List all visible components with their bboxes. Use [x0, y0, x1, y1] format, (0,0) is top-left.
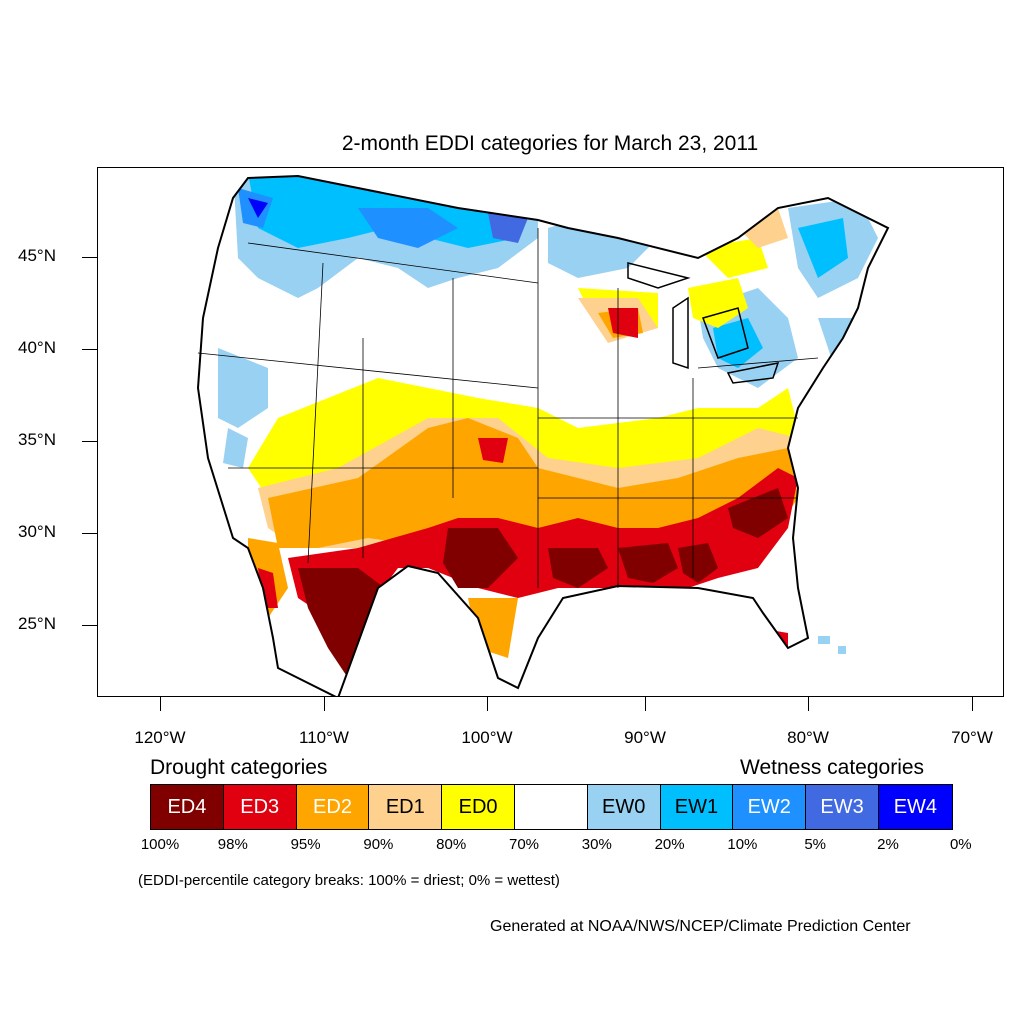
- percentile-label: 100%: [140, 836, 180, 853]
- lon-tick-70: [972, 697, 973, 711]
- legend-swatch-normal: [514, 785, 588, 829]
- percentile-label: 30%: [581, 836, 612, 853]
- lon-label-80: 80°W: [787, 728, 829, 747]
- percentile-label: 20%: [654, 836, 685, 853]
- lat-tick-45: [82, 257, 97, 258]
- lon-tick-80: [808, 697, 809, 711]
- legend-swatch-ed1: ED1: [369, 785, 443, 829]
- lon-tick-100: [487, 697, 488, 711]
- percentile-label: 0%: [949, 836, 972, 853]
- legend-swatch-ew4: EW4: [878, 785, 952, 829]
- legend-swatch-ew3: EW3: [806, 785, 879, 829]
- lat-label-25: 25°N: [18, 614, 56, 633]
- percentile-label: 95%: [290, 836, 321, 853]
- lon-tick-120: [160, 697, 161, 711]
- lon-label-90: 90°W: [624, 728, 666, 747]
- percentile-label: 2%: [877, 836, 899, 853]
- lat-label-45: 45°N: [18, 246, 56, 265]
- percentile-label: 10%: [727, 836, 758, 853]
- percentile-label: 90%: [363, 836, 394, 853]
- lon-tick-90: [645, 697, 646, 711]
- legend-swatch-ew0: EW0: [587, 785, 661, 829]
- legend-swatch-ew1: EW1: [660, 785, 734, 829]
- lon-tick-110: [324, 697, 325, 711]
- island-wet-patches: [818, 636, 846, 654]
- color-legend: ED4 ED3 ED2 ED1 ED0 EW0 EW1 EW2 EW3 EW4: [150, 784, 953, 830]
- map-title: 2-month EDDI categories for March 23, 20…: [341, 132, 759, 155]
- lon-label-120: 120°W: [134, 728, 186, 747]
- lat-tick-35: [82, 441, 97, 442]
- legend-swatch-ed3: ED3: [223, 785, 297, 829]
- percentile-label: 5%: [804, 836, 827, 853]
- lat-label-30: 30°N: [18, 522, 56, 541]
- lon-label-110: 110°W: [299, 728, 349, 747]
- wetness-heading: Wetness categories: [740, 756, 925, 779]
- drought-heading: Drought categories: [150, 756, 328, 779]
- lon-label-100: 100°W: [461, 728, 513, 747]
- legend-swatch-ew2: EW2: [733, 785, 807, 829]
- legend-swatch-ed0: ED0: [442, 785, 515, 829]
- lon-label-70: 70°W: [951, 728, 993, 747]
- lat-label-40: 40°N: [18, 338, 56, 357]
- lat-label-35: 35°N: [18, 430, 56, 449]
- percentile-label: 98%: [217, 836, 248, 853]
- lat-tick-40: [82, 349, 97, 350]
- legend-swatch-ed4: ED4: [151, 785, 224, 829]
- eddi-shading: [198, 176, 888, 696]
- boundaries: [196, 174, 890, 696]
- percentile-label: 80%: [436, 836, 467, 853]
- category-note: (EDDI-percentile category breaks: 100% =…: [138, 872, 560, 889]
- map-panel: [97, 167, 1004, 697]
- eddi-map-graphic: [196, 174, 890, 696]
- lat-tick-25: [82, 625, 97, 626]
- lat-tick-30: [82, 533, 97, 534]
- percentile-label: 70%: [508, 836, 540, 853]
- legend-swatch-ed2: ED2: [296, 785, 370, 829]
- credit-line: Generated at NOAA/NWS/NCEP/Climate Predi…: [490, 918, 911, 935]
